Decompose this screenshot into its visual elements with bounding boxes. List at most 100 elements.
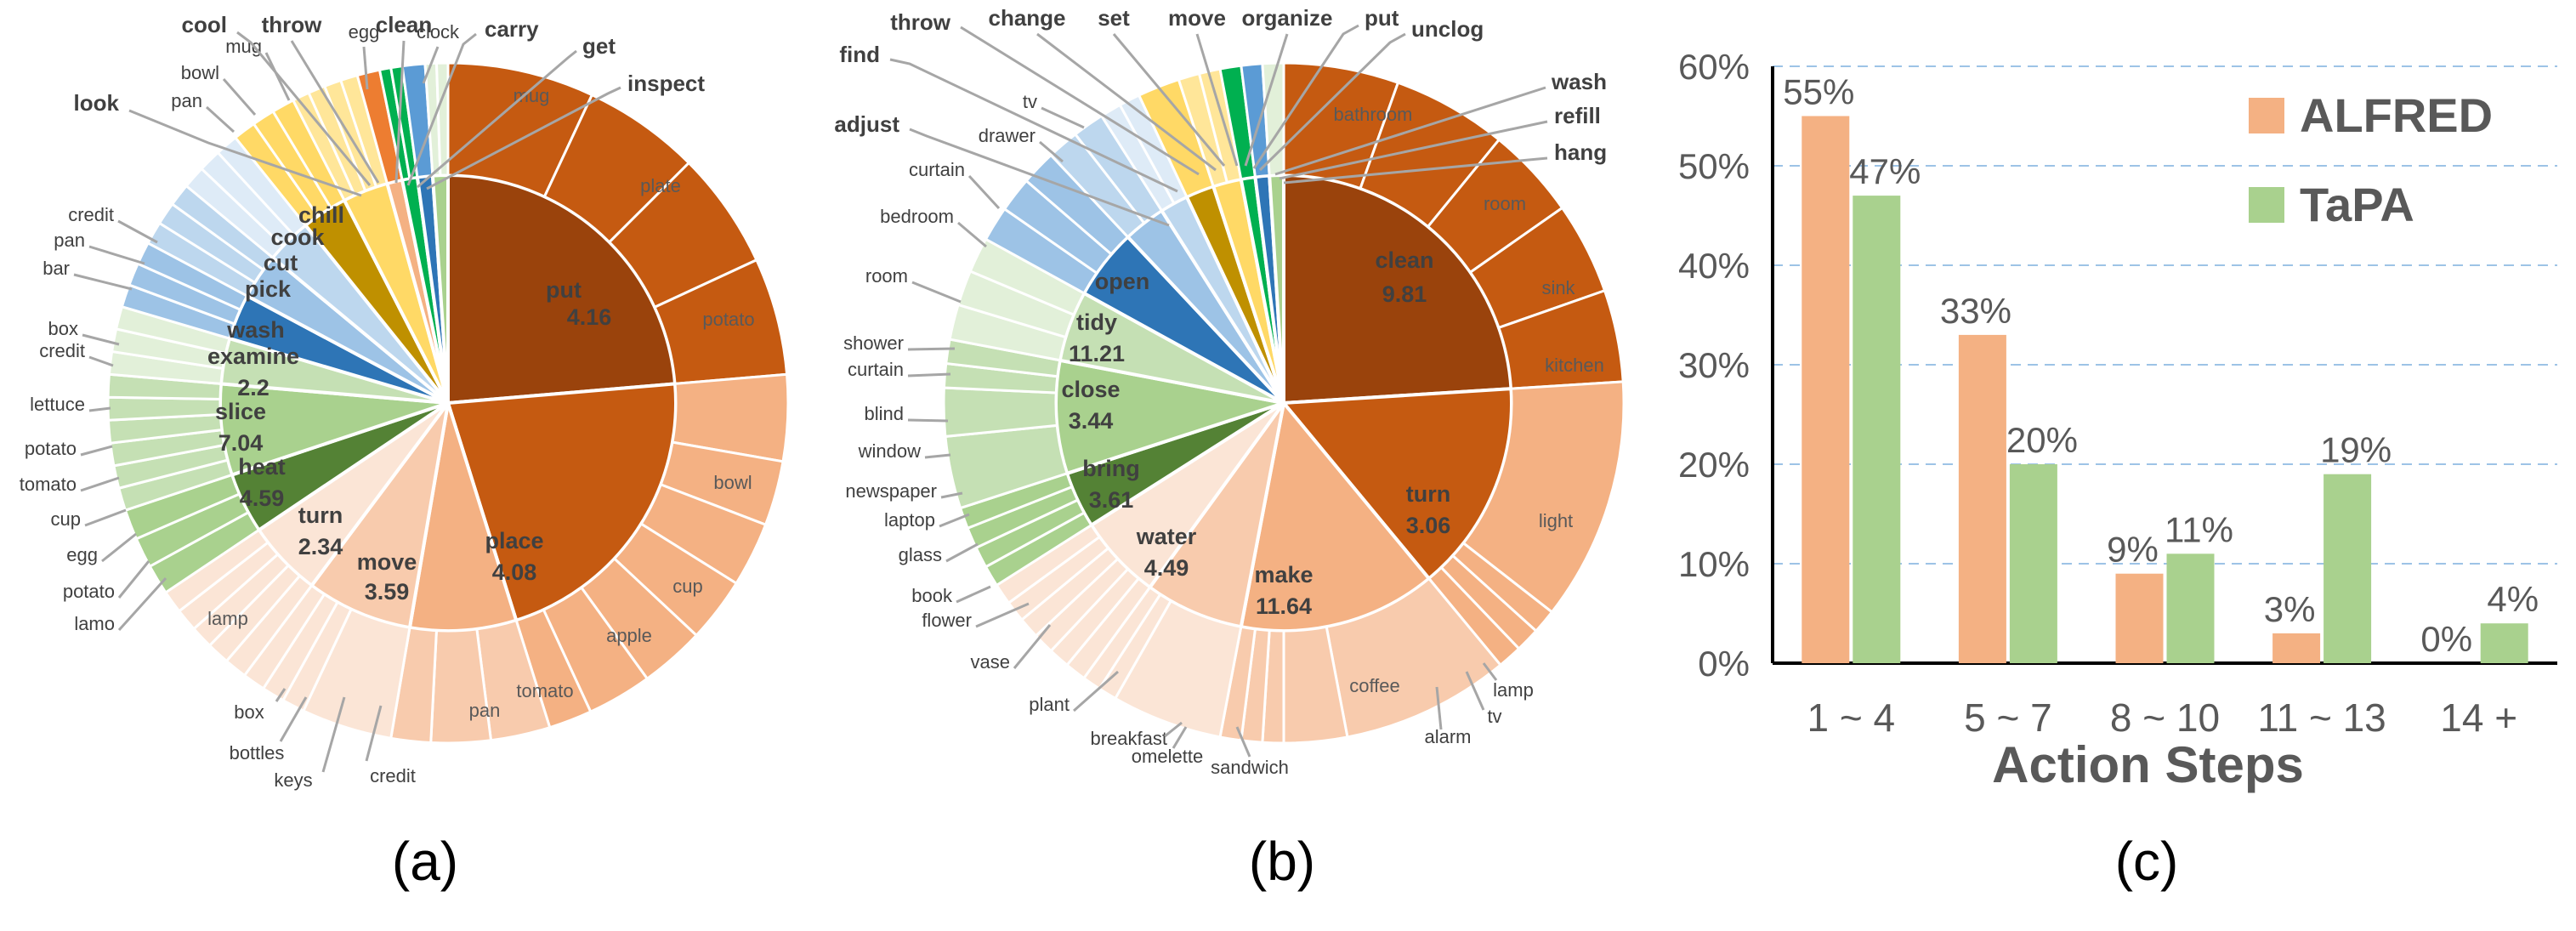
inner-value-tidy: 11.21 [1069,341,1125,366]
inner-value-make: 11.64 [1256,593,1312,619]
leader-label-throw: throw [262,12,323,37]
bar-alfred [2272,633,2321,663]
outer-label: bar [43,258,70,279]
leader-label-inspect: inspect [627,71,705,96]
outer-label: bowl [181,62,219,83]
outer-label: laptop [884,509,935,531]
leader-line [80,445,113,457]
leader-line [911,281,962,304]
leader-line [394,40,406,184]
leader-line [426,86,621,190]
inner-label-heat: heat [238,454,286,480]
inner-value-place: 4.08 [492,559,537,585]
leader-line [290,40,380,184]
leader-line [975,602,1030,628]
leader-line [275,688,287,702]
inner-label-pick: pick [245,276,292,302]
outer-label: sink [1541,277,1575,298]
bar-tapa [2009,464,2057,663]
leader-line [909,128,1170,227]
leader-line [1465,671,1485,711]
outer-label: curtain [909,159,965,180]
y-tick-label: 10% [1678,544,1750,584]
leader-line [1172,726,1188,749]
outer-label: plate [640,175,681,196]
inner-label-place: place [485,528,543,553]
outer-label: egg [349,21,380,43]
inner-label-cut: cut [264,250,298,275]
bar-value-label: 3% [2264,589,2316,629]
panel-label-c: (c) [2115,831,2179,892]
leader-line [1279,120,1548,180]
outer-label: pan [171,90,202,111]
outer-label: bathroom [1334,104,1413,125]
y-tick-label: 30% [1678,345,1750,385]
inner-value-heat: 4.59 [240,485,285,511]
leader-line [1164,721,1183,738]
outer-label: box [48,318,78,339]
leader-line [960,26,1200,176]
inner-value-move: 3.59 [365,579,410,605]
inner-label-cook: cook [270,224,325,250]
outer-label: blind [865,403,904,424]
panel-label-a: (a) [392,831,458,892]
inner-label-bring: bring [1082,456,1140,481]
leader-line [939,513,970,528]
legend-swatch-alfred [2249,98,2284,133]
bar-value-label: 33% [1940,291,2011,331]
outer-label: book [911,585,953,606]
leader-label-adjust: adjust [834,111,899,137]
x-tick-label: 14 + [2440,695,2517,740]
leader-line [1039,140,1064,163]
leader-line [128,109,362,197]
outer-label: room [1484,193,1526,214]
outer-label: bowl [713,472,752,493]
leader-line [957,221,987,248]
leader-label-look: look [74,90,120,116]
outer-label: pan [54,230,85,251]
leader-line [940,491,963,499]
leader-label-throw: throw [890,9,951,35]
leader-line [422,46,440,84]
inner-label-slice: slice [215,399,266,424]
inner-label-water: water [1136,524,1197,549]
legend-label-alfred: ALFRED [2300,88,2493,142]
y-tick-label: 40% [1678,246,1750,286]
leader-line [1112,33,1226,167]
leader-line [1244,33,1289,167]
outer-label: light [1539,510,1573,531]
leader-line [1258,32,1406,172]
outer-label: clock [417,21,460,43]
bar-value-label: 11% [2165,509,2233,549]
inner-value-turn: 3.06 [1406,513,1451,538]
leader-line [1435,686,1443,730]
leader-line [88,406,111,412]
leader-line [205,105,235,133]
leader-line [117,576,167,632]
outer-label: lettuce [30,394,85,415]
bar-alfred [2115,573,2164,663]
leader-line [406,32,477,186]
bar-alfred [1958,334,2006,663]
bar-chart-c: 0% 10% 20% 30% 40% 50% 60% 1 ~ 4 55% 47% 5 ~ 7 33% 2… [1678,47,2557,793]
inner-label-put: put [546,277,582,303]
outer-label: lamp [207,608,248,629]
leader-label-find: find [839,42,880,67]
outer-label: lamo [74,613,115,634]
leader-line [117,219,158,244]
bar-value-label: 20% [2006,420,2078,460]
x-tick-label: 11 ~ 13 [2257,695,2386,740]
legend-label-tapa: TaPA [2300,178,2414,231]
inner-label-turn: turn [1406,481,1450,507]
x-tick-label: 5 ~ 7 [1964,695,2052,740]
leader-line [362,46,369,90]
pie-chart-b: clean 9.81 turn 3.06 make 11.64 water 4.49 bring… [834,5,1626,778]
leader-line [417,49,577,189]
bar-tapa [1853,196,1901,664]
outer-label: potato [702,309,754,330]
x-axis-title: Action Steps [1992,736,2304,793]
outer-label: potato [63,581,115,602]
inner-label-chill: chill [298,202,344,228]
leader-label-clean: clean [376,12,433,37]
inner-label-turn: turn [298,502,343,528]
